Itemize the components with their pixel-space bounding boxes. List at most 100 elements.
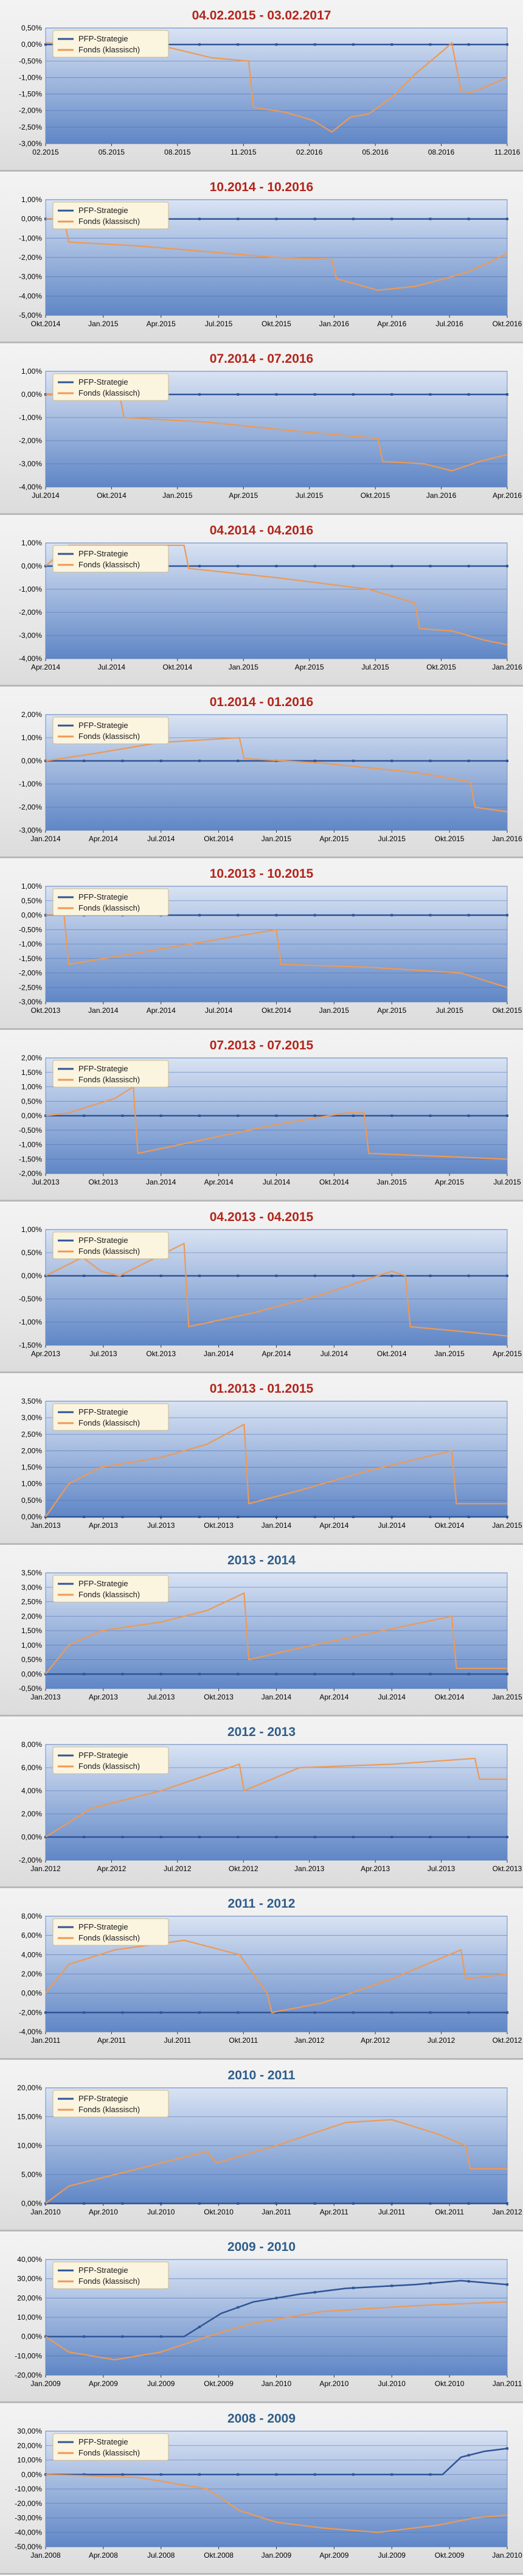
y-tick-label: 0,00%: [21, 1513, 42, 1521]
chart-svg: 8,00%6,00%4,00%2,00%0,00%-2,00%-4,00%Jan…: [19, 1912, 522, 2045]
x-tick-label: Jul.2014: [32, 491, 60, 500]
y-tick-label: -30,00%: [15, 2514, 42, 2522]
x-tick-label: Jan.2015: [88, 320, 119, 328]
series-marker: [275, 1516, 278, 1518]
legend-label: Fonds (klassisch): [78, 2448, 140, 2457]
y-tick-label: 20,00%: [17, 2084, 42, 2092]
series-marker: [237, 217, 240, 220]
y-tick-label: 0,00%: [21, 40, 42, 49]
y-tick-label: -5,00%: [19, 311, 42, 320]
x-tick-label: Okt.2014: [377, 1349, 407, 1358]
series-marker: [121, 1673, 124, 1676]
x-tick-label: Jan.2014: [146, 1178, 176, 1186]
chart-panel: 10.2013 - 10.2015 1,00% 0,50% 0,00% -0,50% -1…: [0, 858, 523, 1030]
x-tick-label: Jan.2008: [30, 2551, 61, 2560]
series-marker: [506, 2283, 508, 2286]
chart-svg: 1,00% 0,50% 0,00% -0,50% -1,00% -1,50% -2,00% -…: [19, 882, 522, 1015]
x-tick-label: Jul.2014: [320, 1349, 348, 1358]
legend-label: Fonds (klassisch): [78, 560, 140, 569]
x-tick-label: Jan.2016: [492, 835, 522, 843]
x-tick-label: Okt.2013: [204, 1693, 234, 1701]
series-marker: [313, 1115, 316, 1117]
y-tick-label: 2,00%: [21, 710, 42, 719]
series-marker: [198, 1836, 201, 1838]
x-tick-label: Apr.2015: [493, 1349, 522, 1358]
x-tick-label: Jul.2009: [147, 2379, 175, 2388]
series-marker: [390, 914, 393, 917]
chart-title: 01.2014 - 01.2016: [209, 695, 314, 709]
series-marker: [275, 393, 278, 396]
y-tick-label: -1,00%: [19, 1318, 42, 1326]
x-tick-label: Apr.2014: [31, 663, 60, 671]
x-tick-label: Jul.2014: [378, 1693, 406, 1701]
x-tick-label: Apr.2010: [319, 2379, 348, 2388]
series-marker: [275, 914, 278, 917]
x-tick-label: Apr.2013: [89, 1521, 118, 1530]
series-marker: [159, 2011, 162, 2014]
x-tick-label: Okt.2013: [204, 1521, 234, 1530]
series-marker: [352, 217, 355, 220]
y-tick-label: 0,50%: [21, 1097, 42, 1105]
series-marker: [352, 43, 355, 46]
series-marker: [506, 1673, 508, 1676]
legend: [52, 373, 169, 401]
y-tick-label: -1,50%: [19, 1341, 42, 1349]
x-tick-label: Jan.2015: [319, 1006, 350, 1015]
x-tick-label: Okt.2011: [435, 2208, 464, 2216]
series-marker: [313, 43, 316, 46]
chart-svg: 1,00%0,50%0,00%-0,50%-1,00%-1,50%Apr.201…: [19, 1225, 522, 1358]
series-marker: [352, 1115, 355, 1117]
x-tick-label: Jan.2010: [492, 2551, 522, 2560]
series-marker: [390, 1516, 393, 1518]
x-tick-label: Jan.2012: [30, 1864, 61, 1873]
x-tick-label: Apr.2012: [97, 1864, 126, 1873]
x-tick-label: Okt.2014: [163, 663, 193, 671]
series-marker: [429, 760, 432, 762]
series-marker: [467, 565, 470, 567]
x-tick-label: Okt.2012: [229, 1864, 258, 1873]
series-marker: [121, 2335, 124, 2338]
y-tick-label: 1,50%: [21, 1626, 42, 1635]
y-tick-label: -1,00%: [19, 940, 42, 948]
x-tick-label: Okt.2014: [262, 1006, 291, 1015]
x-tick-label: 05.2015: [99, 148, 125, 156]
series-marker: [467, 2202, 470, 2205]
y-tick-label: -4,00%: [19, 483, 42, 491]
series-marker: [159, 2473, 162, 2476]
x-tick-label: Jan.2016: [426, 491, 457, 500]
series-marker: [237, 1836, 240, 1838]
chart-title: 2013 - 2014: [227, 1553, 296, 1567]
chart-panel: 2013 - 2014 3,50% 3,00% 2,50% 2,00% 1,50% 1,00…: [0, 1545, 523, 1717]
series-marker: [44, 2473, 47, 2476]
series-marker: [429, 1673, 432, 1676]
chart-svg: 2,00%1,00%0,00%-1,00%-2,00%-3,00%Jan.201…: [19, 710, 522, 843]
series-marker: [467, 1275, 470, 1277]
series-line-fonds: [45, 1592, 507, 1675]
legend: [52, 888, 169, 916]
series-marker: [275, 43, 278, 46]
x-tick-label: 08.2016: [428, 148, 455, 156]
series-marker: [121, 2473, 124, 2476]
chart-panel: 2010 - 2011 20,00% 15,00% 10,00% 5,00% 0,00% J…: [0, 2060, 523, 2231]
y-tick-label: 2,00%: [21, 1970, 42, 1978]
y-tick-label: -4,00%: [19, 654, 42, 663]
y-tick-label: 20,00%: [17, 2441, 42, 2450]
series-marker: [198, 393, 201, 396]
y-tick-label: 3,50%: [21, 1397, 42, 1405]
x-tick-label: Apr.2013: [361, 1864, 390, 1873]
series-marker: [506, 2011, 508, 2014]
legend: [52, 716, 169, 744]
series-marker: [467, 1115, 470, 1117]
x-tick-label: Apr.2010: [89, 2208, 118, 2216]
y-tick-label: 3,50%: [21, 1569, 42, 1577]
series-marker: [83, 2202, 86, 2205]
chart-panel: 07.2014 - 07.2016 1,00% 0,00% -1,00% -2,00% -…: [0, 343, 523, 515]
x-tick-label: Apr.2012: [361, 2036, 390, 2045]
legend-label: Fonds (klassisch): [78, 1418, 140, 1427]
y-tick-label: -1,50%: [19, 954, 42, 963]
series-marker: [83, 760, 86, 762]
series-marker: [275, 1275, 278, 1277]
x-tick-label: Okt.2011: [229, 2036, 258, 2045]
series-line-fonds: [46, 914, 508, 989]
x-tick-label: Jan.2015: [162, 491, 193, 500]
